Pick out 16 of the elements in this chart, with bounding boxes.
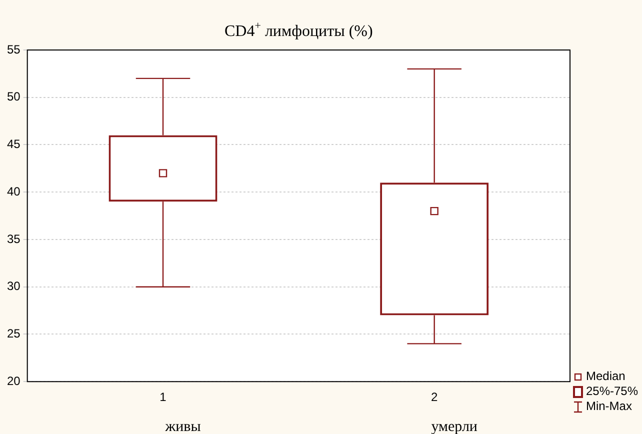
y-tick-label: 25 — [6, 326, 21, 341]
y-tick-label: 50 — [6, 90, 21, 104]
text: живы — [164, 419, 201, 434]
text: умерли — [431, 419, 478, 434]
x-tick-label: 1 — [160, 390, 167, 404]
x-tick-label: 2 — [430, 390, 438, 404]
text: Median — [586, 369, 626, 384]
chart-title: CD4+ лимфоциты (%) — [224, 20, 373, 40]
text: Min-Max — [586, 399, 632, 414]
y-tick-label: 35 — [6, 232, 21, 246]
y-tick-label: 40 — [6, 184, 21, 198]
text: 25%-75% — [586, 384, 638, 399]
y-tick-label: 55 — [6, 42, 21, 56]
y-tick-label: 30 — [6, 279, 21, 294]
y-tick-label: 45 — [6, 137, 21, 152]
y-tick-label: 20 — [6, 374, 21, 388]
